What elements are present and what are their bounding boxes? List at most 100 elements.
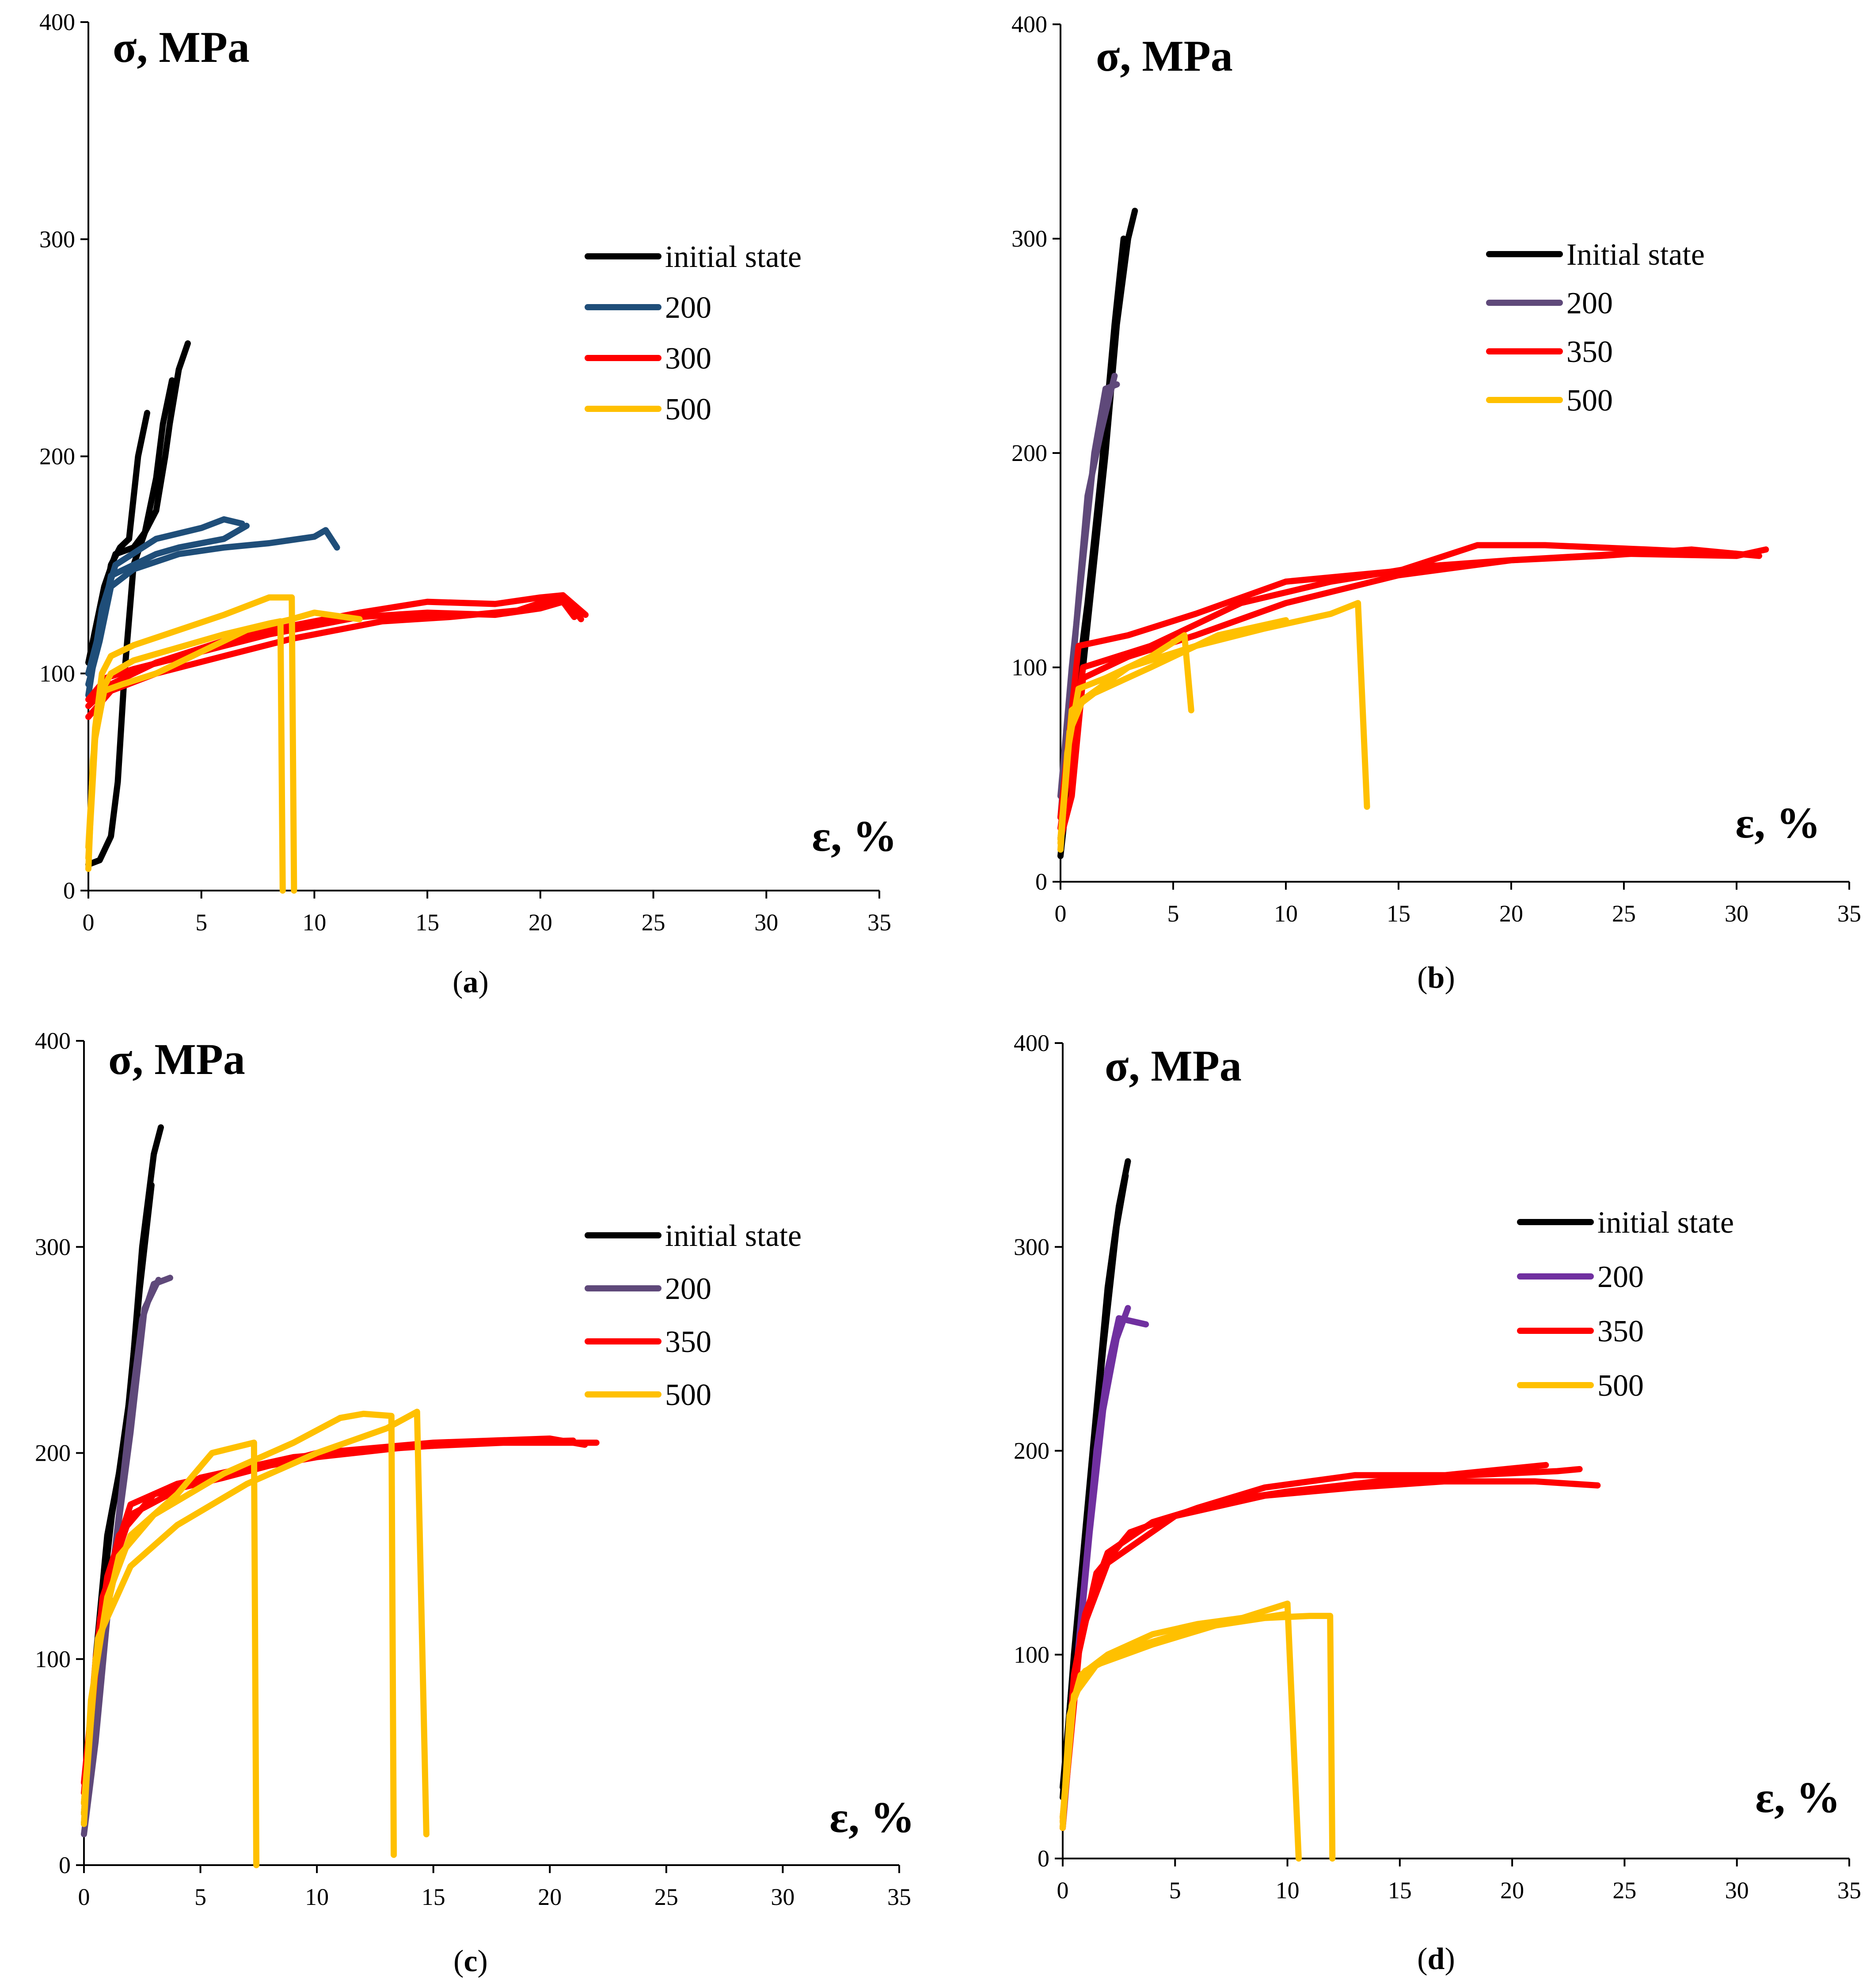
legend-label: 200 [1566, 286, 1613, 320]
series-line [81, 1437, 576, 1796]
x-tick-label: 20 [1500, 1877, 1524, 1904]
series-line [81, 1409, 430, 1838]
y-tick-label: 0 [63, 877, 75, 904]
legend-label: 200 [1597, 1260, 1644, 1294]
series-line [1060, 1478, 1601, 1825]
y-tick-label: 200 [1011, 440, 1047, 466]
y-tick-label: 400 [1011, 11, 1047, 38]
y-tick-label: 100 [1011, 654, 1047, 681]
x-tick-label: 10 [302, 909, 326, 936]
y-tick-label: 100 [39, 660, 75, 687]
x-tick-label: 35 [1837, 1877, 1861, 1904]
legend-label: initial state [665, 1219, 802, 1253]
x-tick-label: 10 [1276, 1877, 1300, 1904]
x-tick-label: 20 [528, 909, 552, 936]
series-line [85, 594, 297, 894]
x-tick-label: 25 [1612, 1877, 1636, 1904]
panel-caption: (d) [1417, 1942, 1455, 1976]
x-tick-label: 30 [754, 909, 778, 936]
chart-panel-a: 0 100 200 300 400 0 5 10 15 20 25 30 35 σ, MPa ε, % ini… [39, 9, 897, 999]
y-tick-label: 300 [1011, 225, 1047, 252]
legend-label: initial state [665, 240, 802, 274]
y-tick-label: 300 [39, 226, 75, 252]
panel-caption: (a) [452, 965, 489, 999]
series-line [1057, 546, 1769, 842]
y-tick-label: 400 [35, 1028, 71, 1054]
legend-label: 350 [1566, 335, 1613, 369]
x-axis-label: ε, % [1735, 798, 1821, 847]
series-line [81, 1275, 173, 1838]
series-line [85, 609, 363, 861]
y-tick-label: 200 [1014, 1438, 1049, 1464]
legend: Initial state 200 350 500 [1486, 238, 1705, 418]
y-tick-label: 100 [35, 1646, 71, 1672]
legend: initial state 200 350 500 [585, 1219, 802, 1412]
series-500 [1060, 1600, 1336, 1862]
legend-label: 500 [665, 392, 711, 427]
x-tick-label: 15 [415, 909, 439, 936]
series-200 [81, 1275, 173, 1838]
x-tick-label: 15 [1387, 900, 1410, 927]
series-350 [81, 1435, 600, 1807]
chart-panel-b: 0 100 200 300 400 0 5 10 15 20 25 30 35 σ, MPa ε, % Ini… [1011, 11, 1861, 995]
x-axis-label: ε, % [1755, 1773, 1840, 1822]
legend: initial state 200 300 500 [585, 240, 802, 427]
x-tick-label: 10 [1274, 900, 1298, 927]
y-tick-label: 300 [1014, 1234, 1049, 1260]
x-tick-label: 35 [887, 1884, 911, 1910]
x-tick-label: 15 [422, 1884, 445, 1910]
x-tick-label: 25 [654, 1884, 678, 1910]
legend-label: Initial state [1566, 238, 1705, 272]
y-tick-label: 200 [35, 1440, 71, 1466]
x-tick-label: 5 [1167, 900, 1179, 927]
series-line [1057, 617, 1289, 846]
x-tick-label: 0 [83, 909, 95, 936]
y-tick-label: 300 [35, 1234, 71, 1260]
y-tick-label: 200 [39, 443, 75, 470]
y-tick-label: 0 [1038, 1845, 1049, 1872]
x-tick-label: 30 [1725, 900, 1749, 927]
x-tick-label: 20 [1499, 900, 1523, 927]
series-line [81, 1435, 588, 1786]
y-axis-label: σ, MPa [113, 23, 250, 72]
series-line [85, 516, 245, 698]
legend-label: 350 [665, 1325, 711, 1359]
series-200 [85, 516, 340, 698]
x-tick-label: 35 [867, 909, 891, 936]
y-tick-label: 100 [1014, 1641, 1049, 1668]
legend-label: 200 [665, 291, 711, 325]
y-axis-label: σ, MPa [1096, 31, 1233, 80]
panel-caption: (b) [1417, 961, 1455, 995]
series-line [81, 1276, 162, 1827]
x-tick-label: 5 [1169, 1877, 1181, 1904]
series-line [1060, 1611, 1291, 1825]
x-tick-label: 0 [78, 1884, 90, 1910]
series-line [1060, 1600, 1302, 1862]
series-line [1057, 546, 1762, 831]
y-tick-label: 0 [1035, 868, 1047, 895]
panel-caption: (c) [453, 1944, 488, 1978]
y-axis-label: σ, MPa [1105, 1041, 1242, 1090]
legend-label: 500 [1597, 1369, 1644, 1403]
chart-panel-d: 0 100 200 300 400 0 5 10 15 20 25 30 35 σ, MPa ε, % ini… [1014, 1030, 1861, 1976]
series-500 [1057, 600, 1370, 853]
legend-label: 200 [665, 1272, 711, 1306]
x-axis-label: ε, % [829, 1793, 915, 1842]
series-line [81, 1410, 397, 1858]
series-line [1057, 542, 1740, 821]
x-tick-label: 25 [1612, 900, 1636, 927]
y-tick-label: 0 [59, 1852, 71, 1878]
chart-panel-c: 0 100 200 300 400 0 5 10 15 20 25 30 35 σ, MPa ε, % ini… [35, 1028, 915, 1978]
legend-label: 350 [1597, 1314, 1644, 1348]
y-tick-label: 400 [39, 9, 75, 35]
series-500 [81, 1409, 430, 1868]
legend-label: 500 [665, 1378, 711, 1412]
series-line [85, 377, 175, 666]
x-tick-label: 0 [1055, 900, 1067, 927]
series-500 [85, 594, 363, 894]
x-tick-label: 0 [1057, 1877, 1069, 1904]
x-tick-label: 5 [195, 909, 207, 936]
series-350 [1060, 1462, 1601, 1831]
x-tick-label: 20 [538, 1884, 562, 1910]
